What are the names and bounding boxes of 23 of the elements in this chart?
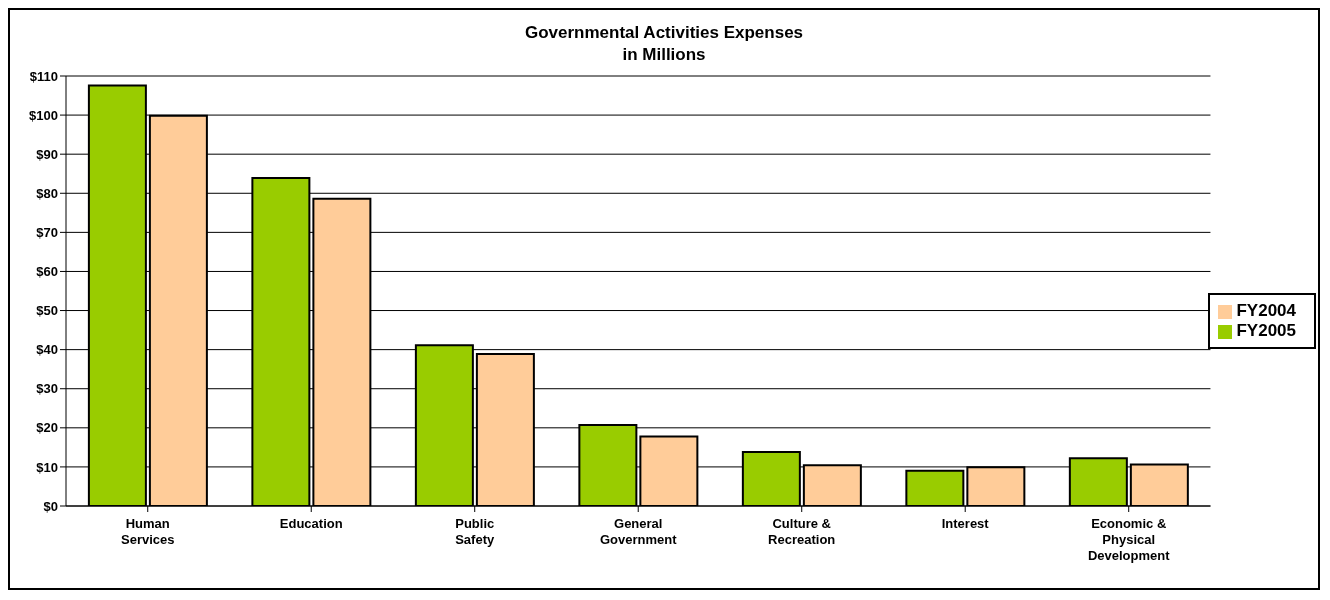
legend-label: FY2005 [1236, 321, 1296, 340]
x-tick-label: Education [279, 516, 343, 531]
y-tick-label: $30 [36, 381, 58, 397]
y-tick-label: $10 [36, 459, 58, 475]
y-tick-label: $20 [36, 420, 58, 436]
y-tick-label: $50 [36, 303, 58, 319]
legend-label: FY2004 [1236, 301, 1296, 320]
x-tick-label: Culture & Recreation [768, 516, 836, 547]
x-tick-label: Economic & Physical Development [1087, 516, 1171, 563]
y-tick-label: $100 [29, 107, 58, 123]
y-tick-label: $0 [43, 498, 58, 514]
x-tick-label: Human Services [121, 516, 175, 547]
chart-title: Governmental Activities Expenses [523, 22, 805, 44]
y-tick-label: $90 [36, 146, 58, 162]
y-tick-label: $80 [36, 185, 58, 201]
x-tick-label: Interest [941, 516, 990, 531]
y-tick-label: $40 [36, 342, 58, 358]
x-tick-label: Public Safety [455, 516, 496, 547]
x-tick-label: General Government [599, 516, 678, 547]
y-tick-label: $110 [29, 68, 58, 84]
y-tick-label: $60 [36, 264, 58, 280]
y-tick-label: $70 [36, 224, 58, 240]
chart-subtitle: in Millions [621, 44, 707, 66]
